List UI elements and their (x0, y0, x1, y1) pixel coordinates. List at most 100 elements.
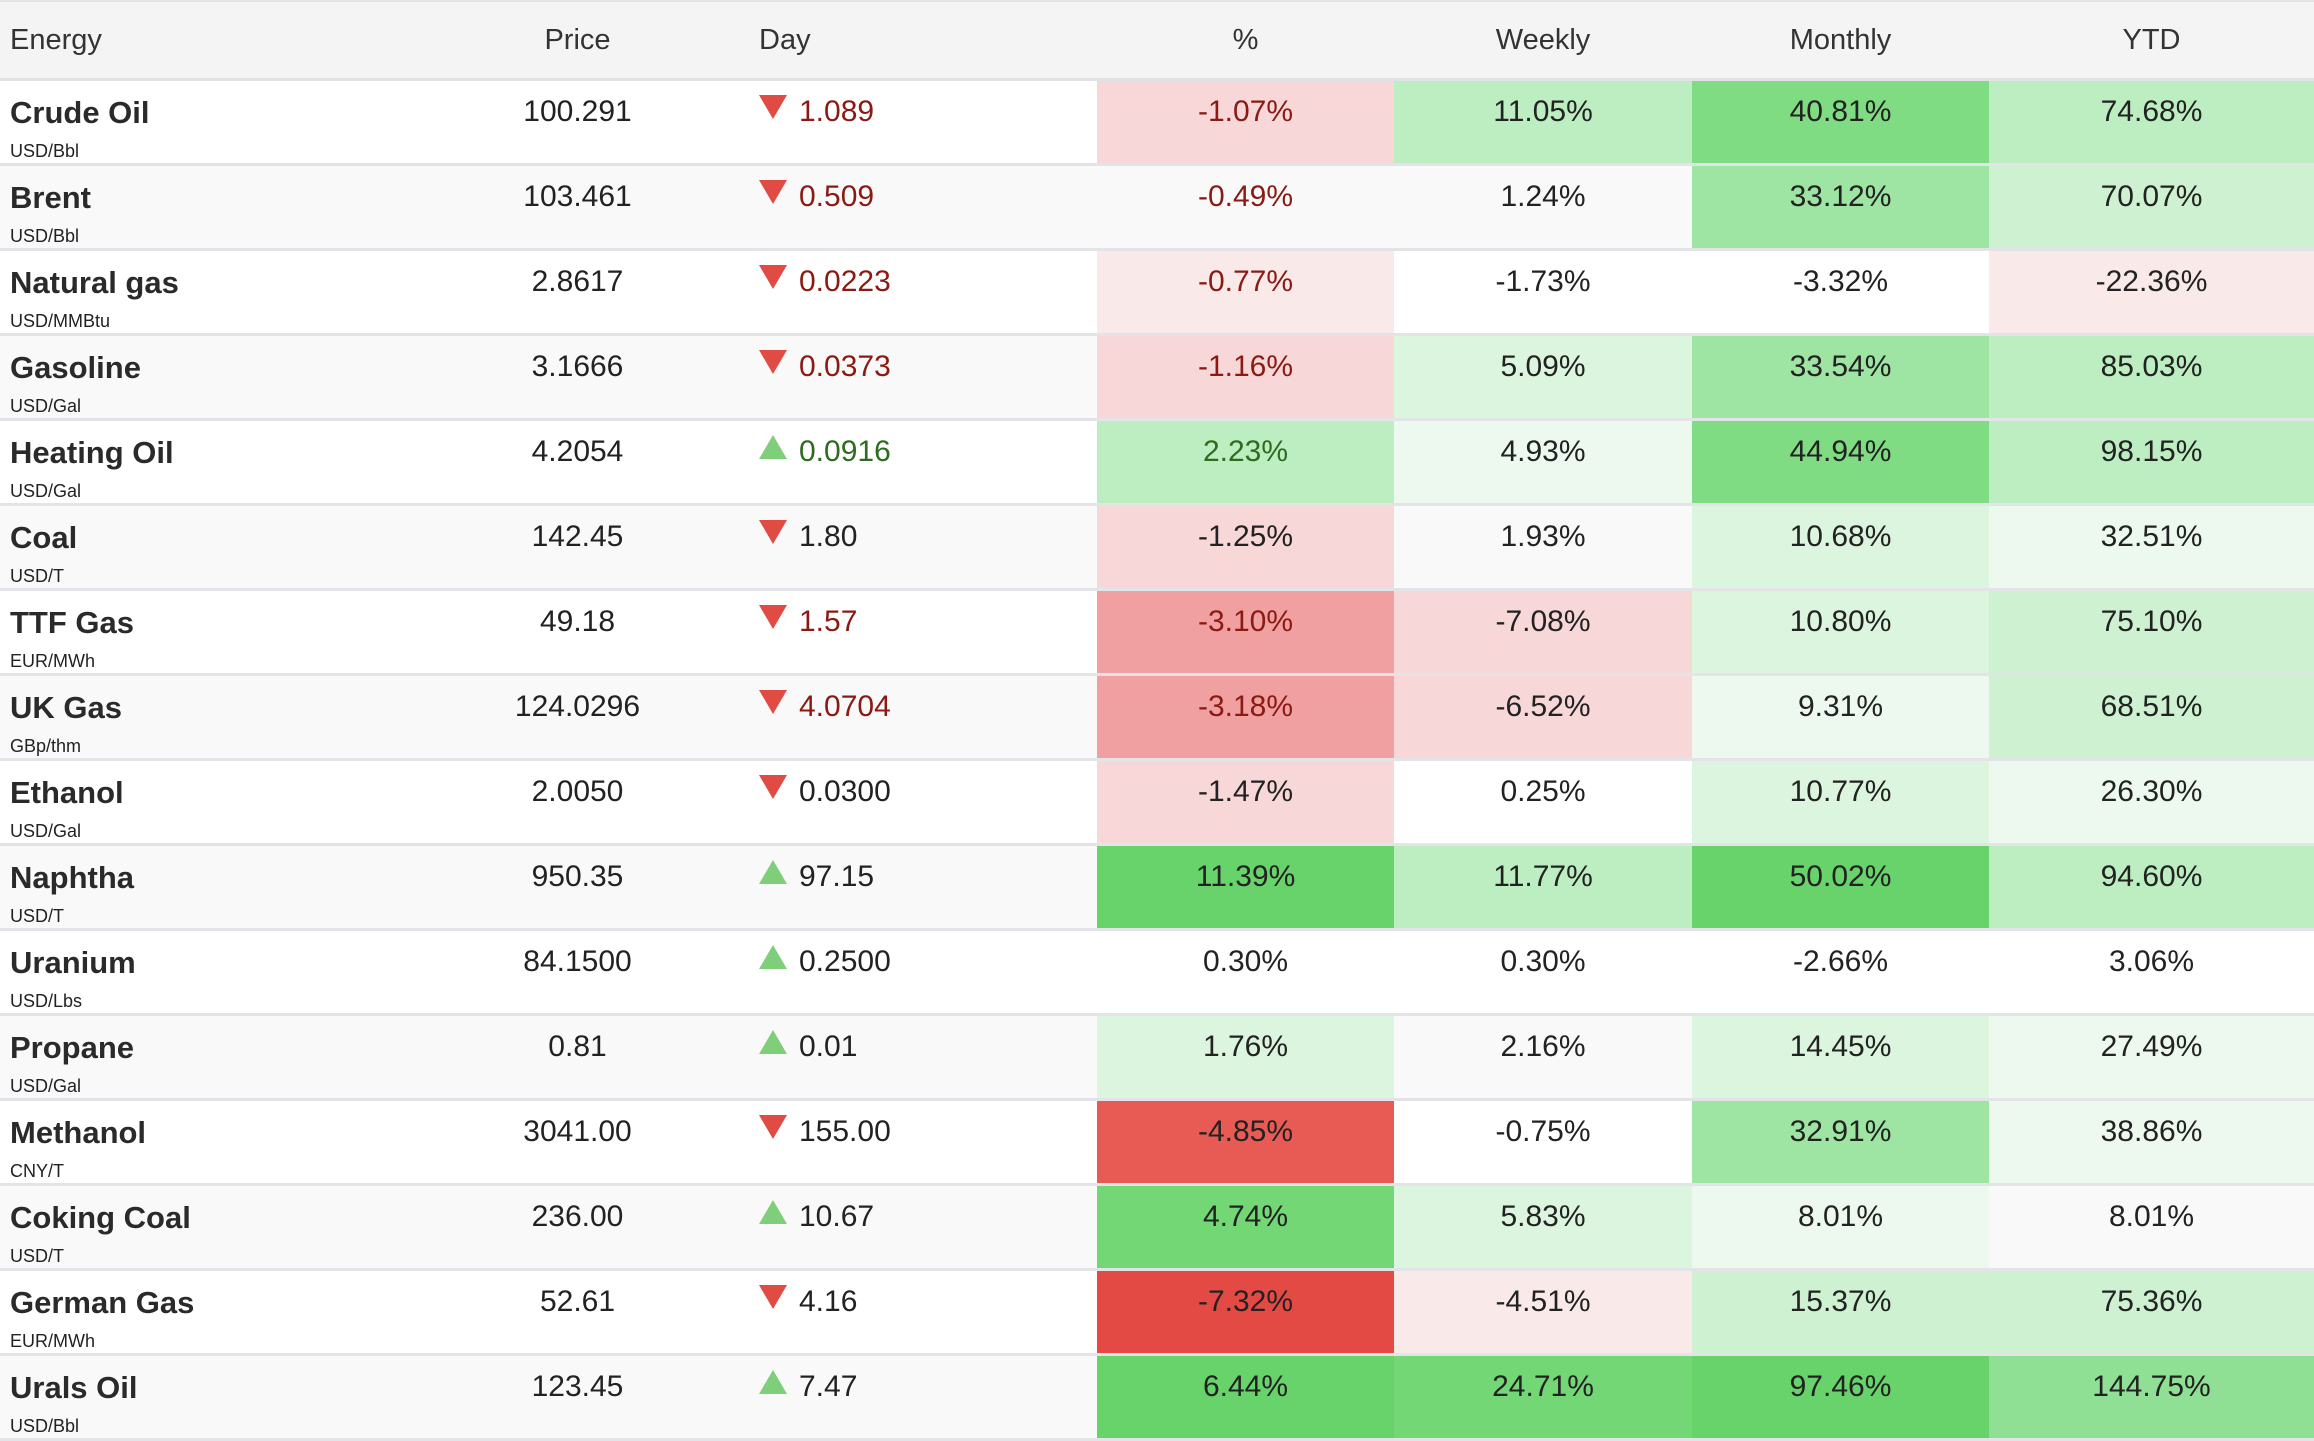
day-change-cell: 1.57 (725, 589, 1097, 676)
triangle-down-icon (759, 690, 787, 714)
commodity-name-link[interactable]: Methanol (10, 1115, 147, 1150)
commodity-name-link[interactable]: Crude Oil (10, 95, 150, 130)
monthly-value: 32.91% (1789, 1115, 1892, 1148)
price-cell: 2.8617 (430, 249, 725, 336)
ytd-value: 26.30% (2100, 775, 2203, 808)
commodity-name-link[interactable]: Gasoline (10, 350, 141, 385)
commodity-cell: Gasoline USD/Gal (0, 334, 430, 421)
weekly-cell: -4.51% (1394, 1269, 1692, 1356)
price-value: 4.2054 (531, 435, 624, 468)
commodity-unit: USD/Gal (10, 1076, 82, 1096)
commodity-name-link[interactable]: TTF Gas (10, 605, 135, 640)
price-value: 103.461 (523, 180, 632, 213)
table-row: Methanol CNY/T 3041.00 155.00 -4.85% -0.… (0, 1099, 2314, 1186)
commodity-name-link[interactable]: UK Gas (10, 690, 122, 725)
ytd-value: 32.51% (2100, 520, 2203, 553)
header-energy[interactable]: Energy (0, 0, 430, 81)
table-row: Heating Oil USD/Gal 4.2054 0.0916 2.23% … (0, 419, 2314, 506)
price-value: 2.0050 (531, 775, 624, 808)
monthly-value: 33.12% (1789, 180, 1892, 213)
commodity-name-link[interactable]: German Gas (10, 1285, 195, 1320)
price-value: 124.0296 (514, 690, 641, 723)
commodity-name-link[interactable]: Ethanol (10, 775, 124, 810)
commodity-cell: Methanol CNY/T (0, 1099, 430, 1186)
ytd-cell: 27.49% (1989, 1014, 2314, 1101)
commodity-name-link[interactable]: Uranium (10, 945, 136, 980)
commodity-name-link[interactable]: Heating Oil (10, 435, 174, 470)
header-weekly[interactable]: Weekly (1394, 0, 1692, 81)
day-change-value: 0.0300 (799, 775, 891, 808)
monthly-value: 8.01% (1797, 1200, 1884, 1233)
weekly-value: 1.24% (1500, 180, 1586, 213)
weekly-value: 0.30% (1500, 945, 1586, 978)
weekly-value: 11.77% (1493, 860, 1593, 893)
ytd-cell: 75.10% (1989, 589, 2314, 676)
ytd-value: 70.07% (2100, 180, 2203, 213)
monthly-cell: 8.01% (1692, 1184, 1989, 1271)
monthly-cell: 14.45% (1692, 1014, 1989, 1101)
percent-cell: -4.85% (1097, 1099, 1394, 1186)
header-percent[interactable]: % (1097, 0, 1394, 81)
weekly-cell: 4.93% (1394, 419, 1692, 506)
monthly-cell: 33.12% (1692, 164, 1989, 251)
header-ytd[interactable]: YTD (1989, 0, 2314, 81)
weekly-cell: 11.05% (1394, 79, 1692, 166)
commodity-name-link[interactable]: Coking Coal (10, 1200, 191, 1235)
commodity-name-link[interactable]: Brent (10, 180, 91, 215)
price-cell: 84.1500 (430, 929, 725, 1016)
header-day[interactable]: Day (725, 0, 1097, 81)
triangle-up-icon (759, 1200, 787, 1224)
weekly-value: -0.75% (1495, 1115, 1591, 1148)
percent-cell: 1.76% (1097, 1014, 1394, 1101)
commodity-unit: USD/Bbl (10, 226, 80, 246)
header-price[interactable]: Price (430, 0, 725, 81)
monthly-value: 10.77% (1789, 775, 1892, 808)
commodity-cell: Natural gas USD/MMBtu (0, 249, 430, 336)
monthly-cell: 10.77% (1692, 759, 1989, 846)
weekly-value: 11.05% (1493, 95, 1593, 128)
table-row: Uranium USD/Lbs 84.1500 0.2500 0.30% 0.3… (0, 929, 2314, 1016)
price-cell: 236.00 (430, 1184, 725, 1271)
commodity-cell: Ethanol USD/Gal (0, 759, 430, 846)
weekly-value: -4.51% (1495, 1285, 1591, 1318)
monthly-value: -2.66% (1792, 945, 1889, 978)
price-cell: 3.1666 (430, 334, 725, 421)
day-change-cell: 0.0223 (725, 249, 1097, 336)
ytd-value: 38.86% (2100, 1115, 2203, 1148)
weekly-cell: -6.52% (1394, 674, 1692, 761)
table-row: Brent USD/Bbl 103.461 0.509 -0.49% 1.24%… (0, 164, 2314, 251)
percent-value: -7.32% (1197, 1285, 1294, 1318)
day-change-cell: 155.00 (725, 1099, 1097, 1186)
triangle-down-icon (759, 1285, 787, 1309)
table-row: Natural gas USD/MMBtu 2.8617 0.0223 -0.7… (0, 249, 2314, 336)
commodity-name-link[interactable]: Natural gas (10, 265, 179, 300)
commodity-name-link[interactable]: Urals Oil (10, 1370, 138, 1405)
price-value: 0.81 (548, 1030, 607, 1063)
percent-value: 6.44% (1202, 1370, 1289, 1403)
weekly-value: 0.25% (1500, 775, 1586, 808)
percent-cell: 0.30% (1097, 929, 1394, 1016)
price-cell: 123.45 (430, 1354, 725, 1441)
day-change-value: 7.47 (799, 1370, 858, 1403)
commodity-name-link[interactable]: Propane (10, 1030, 135, 1065)
header-monthly[interactable]: Monthly (1692, 0, 1989, 81)
commodity-cell: Coking Coal USD/T (0, 1184, 430, 1271)
day-change-value: 97.15 (799, 860, 875, 893)
price-cell: 100.291 (430, 79, 725, 166)
commodity-name-link[interactable]: Coal (10, 520, 78, 555)
price-cell: 52.61 (430, 1269, 725, 1356)
percent-value: -1.16% (1197, 350, 1294, 383)
commodity-name-link[interactable]: Naphtha (10, 860, 134, 895)
ytd-value: 3.06% (2108, 945, 2195, 978)
monthly-value: 97.46% (1789, 1370, 1892, 1403)
percent-cell: -3.18% (1097, 674, 1394, 761)
commodity-unit: GBp/thm (10, 736, 82, 756)
day-change-value: 0.0223 (799, 265, 891, 298)
weekly-value: 24.71% (1492, 1370, 1594, 1403)
commodity-cell: Propane USD/Gal (0, 1014, 430, 1101)
commodity-unit: USD/Gal (10, 821, 82, 841)
table-row: Urals Oil USD/Bbl 123.45 7.47 6.44% 24.7… (0, 1354, 2314, 1441)
monthly-value: -3.32% (1792, 265, 1889, 298)
percent-cell: -1.25% (1097, 504, 1394, 591)
